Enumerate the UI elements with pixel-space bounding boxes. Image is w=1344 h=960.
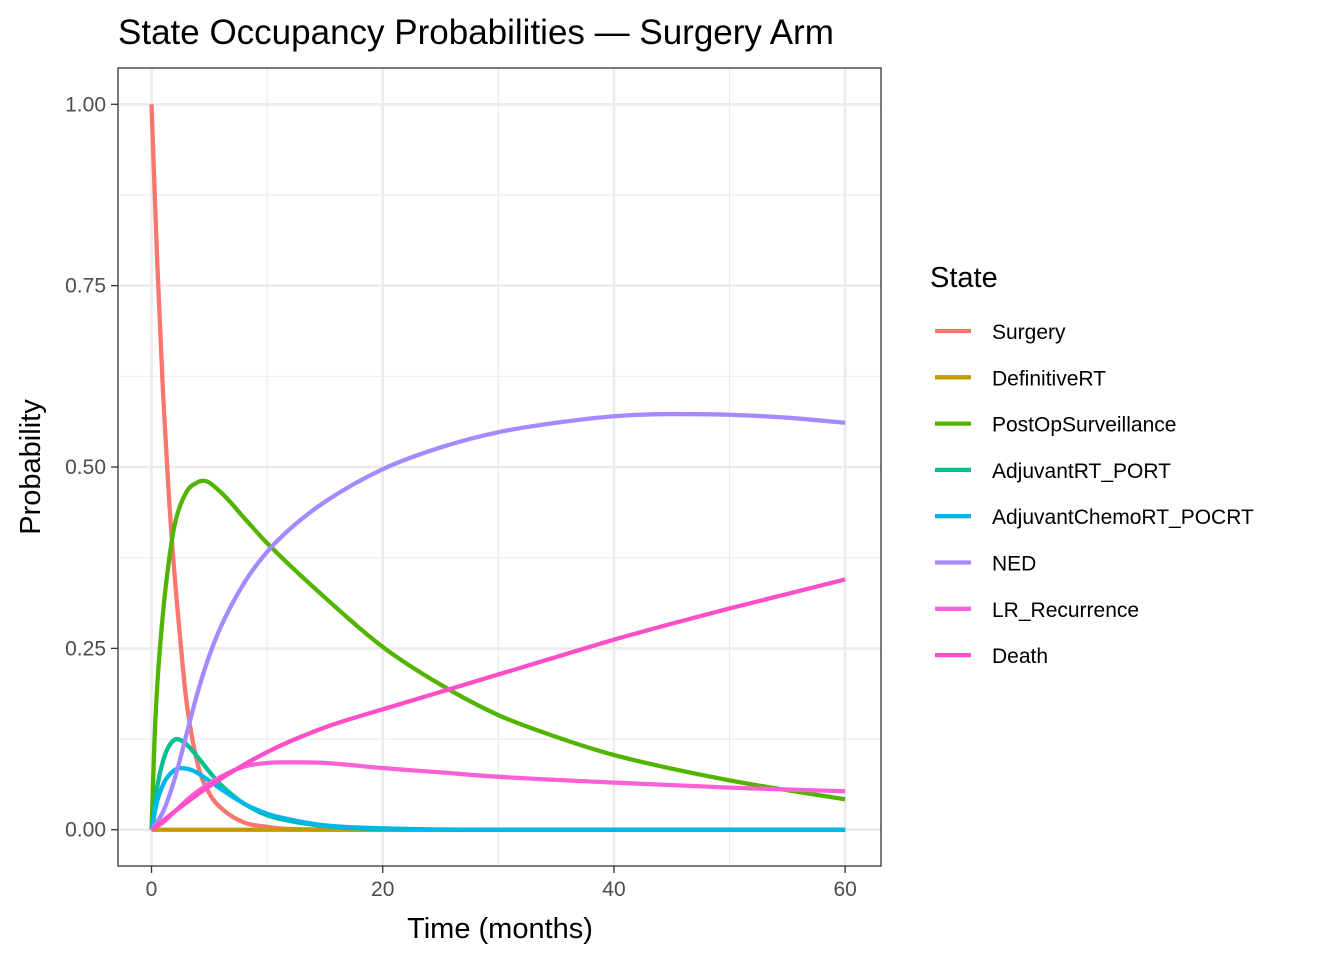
y-tick-label: 1.00 xyxy=(65,93,106,116)
y-axis: 0.00 0.25 0.50 0.75 1.00 xyxy=(65,93,118,842)
y-tick-label: 0.25 xyxy=(65,637,106,660)
legend-item: AdjuvantRT_PORT xyxy=(935,460,1171,483)
legend-item: NED xyxy=(935,553,1036,576)
legend-item: AdjuvantChemoRT_POCRT xyxy=(935,506,1254,529)
legend-label: PostOpSurveillance xyxy=(992,414,1176,437)
series-lines xyxy=(149,104,846,832)
legend-label: AdjuvantRT_PORT xyxy=(992,460,1171,483)
legend-label: DefinitiveRT xyxy=(992,367,1106,390)
legend-item: Surgery xyxy=(935,321,1066,344)
series-line-death xyxy=(150,577,846,832)
series-line-ned xyxy=(149,411,846,831)
series-line-postopsurveillance xyxy=(149,478,846,830)
legend-title: State xyxy=(930,262,998,294)
legend-item: PostOpSurveillance xyxy=(935,414,1176,437)
legend-item: DefinitiveRT xyxy=(935,367,1106,390)
chart-title: State Occupancy Probabilities — Surgery … xyxy=(118,13,834,52)
legend-label: LR_Recurrence xyxy=(992,599,1139,622)
x-axis: 0 20 40 60 xyxy=(146,866,857,901)
y-tick-label: 0.75 xyxy=(65,275,106,298)
x-tick-label: 0 xyxy=(146,878,158,901)
y-tick-label: 0.00 xyxy=(65,819,106,842)
legend-label: NED xyxy=(992,553,1036,576)
y-tick-label: 0.50 xyxy=(65,456,106,479)
legend: State Surgery DefinitiveRT PostOpSurveilla… xyxy=(930,262,1254,668)
series-line-adjuvantchemort-pocrt xyxy=(149,765,846,832)
x-axis-title: Time (months) xyxy=(407,913,593,945)
legend-item: LR_Recurrence xyxy=(935,599,1139,622)
legend-label: Surgery xyxy=(992,321,1066,344)
legend-label: Death xyxy=(992,645,1048,668)
legend-item: Death xyxy=(935,645,1048,668)
legend-label: AdjuvantChemoRT_POCRT xyxy=(992,506,1254,529)
x-tick-label: 20 xyxy=(371,878,394,901)
x-tick-label: 40 xyxy=(602,878,625,901)
y-axis-title: Probability xyxy=(15,399,47,535)
x-tick-label: 60 xyxy=(833,878,856,901)
plot-panel xyxy=(118,68,881,866)
